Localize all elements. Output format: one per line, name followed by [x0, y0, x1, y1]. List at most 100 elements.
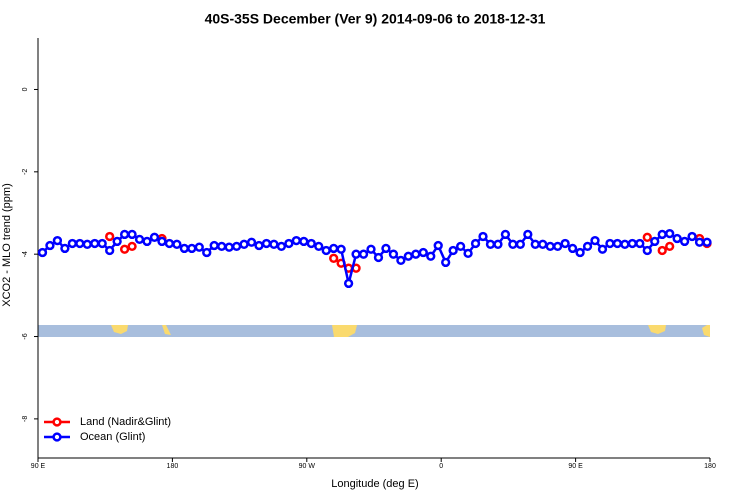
data-point: [336, 244, 346, 254]
data-point: [209, 240, 219, 251]
x-tick-label: 0: [439, 463, 443, 470]
data-point: [291, 235, 301, 246]
data-point: [306, 238, 316, 249]
x-tick-label: 90 E: [568, 463, 583, 470]
data-point: [321, 245, 331, 256]
land-patch: [648, 325, 666, 334]
data-point: [194, 242, 204, 252]
data-point: [60, 243, 70, 254]
data-point: [127, 229, 137, 240]
data-point: [90, 238, 100, 249]
y-tick-label: -8: [22, 416, 29, 422]
data-point: [127, 241, 137, 252]
data-point: [276, 241, 287, 252]
data-point: [650, 236, 660, 247]
data-point: [82, 239, 92, 249]
data-point: [553, 241, 563, 252]
data-point: [590, 235, 600, 246]
data-point: [642, 245, 652, 256]
data-point: [545, 241, 555, 252]
data-point: [448, 245, 458, 256]
data-point: [523, 229, 533, 240]
data-point: [231, 241, 242, 252]
data-point: [455, 241, 466, 252]
data-point: [119, 244, 130, 254]
data-point: [418, 247, 428, 258]
data-point: [612, 238, 623, 249]
data-point: [530, 239, 540, 249]
data-point: [470, 238, 481, 249]
data-point: [187, 243, 197, 254]
data-point: [575, 247, 585, 258]
data-point: [224, 242, 234, 252]
data-point: [582, 241, 593, 252]
legend-marker: [52, 432, 62, 442]
data-point: [635, 238, 645, 249]
data-point: [269, 239, 279, 249]
y-tick-label: 0: [22, 87, 29, 91]
y-tick-label: -2: [22, 169, 29, 175]
x-tick-label: 180: [167, 463, 179, 470]
y-axis-label: XCO2 - MLO trend (ppm): [1, 183, 13, 306]
x-tick-label: 180: [704, 463, 716, 470]
y-tick-label: -6: [22, 333, 29, 339]
data-point: [261, 238, 272, 249]
data-point: [485, 239, 496, 249]
data-point: [119, 229, 130, 240]
data-point: [388, 249, 399, 259]
land-patch: [332, 325, 357, 337]
data-point: [52, 235, 63, 246]
data-point: [45, 240, 55, 251]
data-point: [620, 239, 630, 249]
legend: Land (Nadir&Glint) Ocean (Glint): [44, 416, 171, 443]
data-point: [351, 249, 361, 259]
data-point: [329, 253, 339, 263]
legend-marker: [52, 417, 62, 427]
data-point: [97, 238, 107, 249]
data-point: [157, 236, 167, 247]
data-point: [657, 229, 667, 240]
data-point: [665, 228, 675, 239]
data-point: [246, 237, 257, 247]
data-point: [500, 229, 511, 240]
data-point: [112, 236, 122, 247]
data-point: [665, 241, 675, 252]
data-point: [672, 233, 682, 244]
land-patch: [702, 325, 710, 337]
x-axis-label: Longitude (deg E): [331, 478, 418, 490]
data-point: [657, 245, 667, 256]
data-point: [202, 247, 212, 258]
data-point: [605, 238, 615, 249]
data-point: [508, 239, 518, 249]
y-tick-label: -4: [22, 251, 29, 257]
ocean-strip: [38, 325, 710, 337]
data-point: [515, 239, 525, 249]
data-point: [560, 238, 570, 249]
data-point: [105, 245, 115, 256]
legend-label: Land (Nadir&Glint): [80, 416, 171, 428]
data-point: [329, 243, 339, 254]
x-tick-label: 90 W: [299, 463, 316, 470]
data-point: [343, 278, 354, 289]
land-patch: [162, 325, 171, 335]
data-point: [284, 238, 294, 249]
data-point: [396, 255, 406, 266]
data-point: [75, 238, 85, 249]
data-point: [373, 252, 384, 263]
data-point: [426, 251, 436, 261]
data-point: [37, 247, 48, 258]
data-point: [358, 249, 369, 259]
data-point: [702, 237, 712, 247]
data-point: [381, 243, 391, 254]
data-point: [627, 238, 637, 249]
data-point: [172, 239, 182, 249]
x-tick-label: 90 E: [31, 463, 46, 470]
data-point: [314, 241, 324, 252]
chart-title: 40S-35S December (Ver 9) 2014-09-06 to 2…: [205, 11, 546, 27]
data-point: [149, 232, 160, 242]
data-point: [694, 237, 705, 247]
data-point: [538, 239, 548, 249]
data-point: [679, 236, 690, 247]
